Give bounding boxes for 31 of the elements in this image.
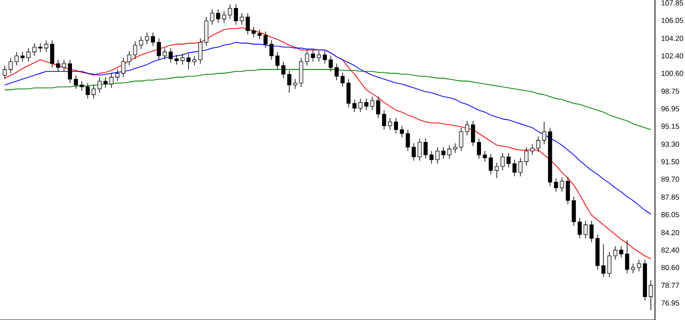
candlestick <box>62 59 66 72</box>
candlestick <box>26 48 31 62</box>
candlestick <box>20 52 25 62</box>
candlestick <box>305 50 310 66</box>
candlestick <box>144 32 150 45</box>
candlestick <box>518 157 522 177</box>
candlestick <box>109 72 114 88</box>
candlestick <box>476 138 481 160</box>
candlestick <box>429 150 434 164</box>
candlestick <box>554 178 558 192</box>
candlestick <box>470 120 476 146</box>
candlestick <box>103 76 108 88</box>
candlestick <box>346 78 351 108</box>
candlestick <box>636 259 642 272</box>
candlestick <box>228 4 232 20</box>
candlestick <box>394 118 398 134</box>
candlestick <box>150 32 155 46</box>
candlestick <box>352 99 357 112</box>
candlestick <box>601 244 606 278</box>
candlestick <box>264 31 268 48</box>
candlestick <box>68 59 72 84</box>
candlestick <box>435 146 440 164</box>
candlestick <box>560 176 564 192</box>
candlestick <box>631 263 636 274</box>
candlestick <box>310 50 316 62</box>
candlestick <box>512 159 517 177</box>
candlestick <box>269 40 274 60</box>
candlestick <box>222 10 226 24</box>
candlestick <box>388 118 392 130</box>
candlestick <box>186 54 191 70</box>
candlestick <box>192 55 196 66</box>
